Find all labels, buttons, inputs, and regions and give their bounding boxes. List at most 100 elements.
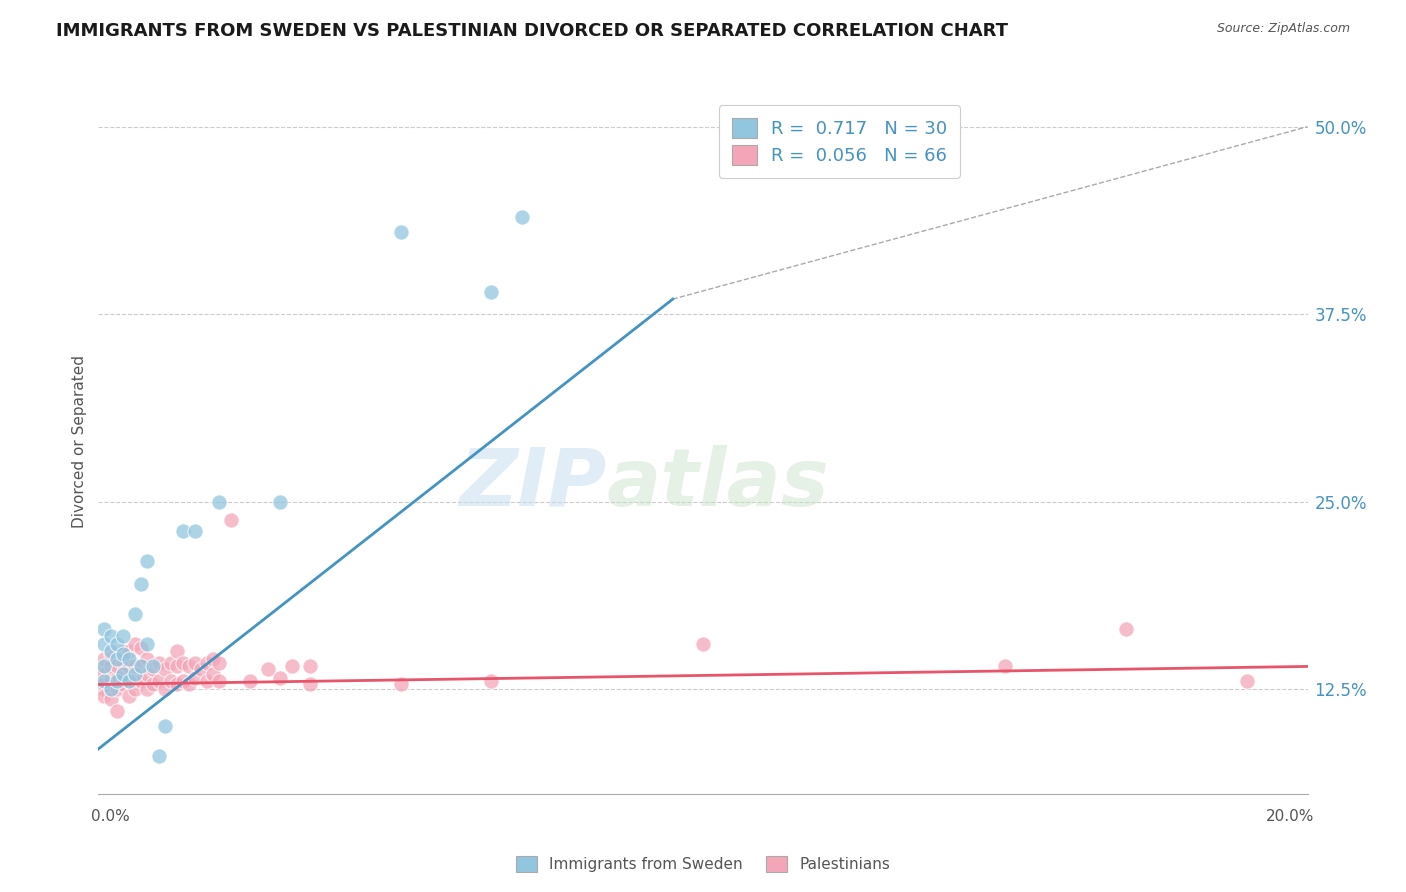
Point [153,662,176,676]
Legend: Immigrants from Sweden, Palestinians: Immigrants from Sweden, Palestinians [508,848,898,880]
Point [105,672,128,686]
Point [142,677,165,691]
Point [118,674,141,689]
Point [124,659,146,673]
Point [93,681,115,696]
Point [481,285,503,299]
Point [93,674,115,689]
Point [93,690,115,704]
Point [118,690,141,704]
Point [124,667,146,681]
Point [135,652,157,666]
Point [100,672,122,686]
Point [142,659,165,673]
Point [93,667,115,681]
Point [135,681,157,696]
Point [148,674,170,689]
Point [172,657,194,671]
Point [93,659,115,673]
Point [100,648,122,662]
Point [100,644,122,658]
Point [111,644,134,658]
Point [129,641,152,656]
Point [166,644,188,658]
Point [118,659,141,673]
Point [105,674,128,689]
Point [124,637,146,651]
Point [172,674,194,689]
Point [93,674,115,689]
Point [153,719,176,733]
Point [160,657,183,671]
Point [208,494,231,508]
Point [129,674,152,689]
Point [111,648,134,662]
Point [111,657,134,671]
Point [135,637,157,651]
Point [269,672,291,686]
Point [692,637,714,651]
Point [179,677,201,691]
Point [269,494,291,508]
Point [100,659,122,673]
Point [1115,622,1137,636]
Text: 0.0%: 0.0% [91,809,131,823]
Point [256,662,278,676]
Point [153,681,176,696]
Point [93,637,115,651]
Point [208,674,231,689]
Point [148,749,170,764]
Point [184,524,207,539]
Point [93,662,115,676]
Point [221,512,243,526]
Point [142,662,165,676]
Point [184,657,207,671]
Point [100,692,122,706]
Point [135,554,157,568]
Point [1236,674,1258,689]
Point [129,577,152,591]
Point [93,622,115,636]
Point [994,659,1017,673]
Point [105,681,128,696]
Point [124,681,146,696]
Point [510,210,533,224]
Point [129,659,152,673]
Point [202,652,225,666]
Point [190,662,212,676]
Point [389,225,412,239]
Point [111,667,134,681]
Point [124,672,146,686]
Point [179,659,201,673]
Point [299,659,322,673]
Point [118,674,141,689]
Point [100,630,122,644]
Point [299,677,322,691]
Point [111,677,134,691]
Point [202,667,225,681]
Text: IMMIGRANTS FROM SWEDEN VS PALESTINIAN DIVORCED OR SEPARATED CORRELATION CHART: IMMIGRANTS FROM SWEDEN VS PALESTINIAN DI… [56,22,1008,40]
Point [111,667,134,681]
Point [160,674,183,689]
Point [124,607,146,621]
Point [105,652,128,666]
Text: Source: ZipAtlas.com: Source: ZipAtlas.com [1216,22,1350,36]
Text: 20.0%: 20.0% [1267,809,1315,823]
Point [135,667,157,681]
Point [105,705,128,719]
Text: ZIP: ZIP [458,445,606,523]
Text: atlas: atlas [606,445,830,523]
Point [93,677,115,691]
Point [129,659,152,673]
Point [208,657,231,671]
Point [118,652,141,666]
Point [195,657,218,671]
Point [389,677,412,691]
Point [111,630,134,644]
Point [93,652,115,666]
Point [195,674,218,689]
Point [148,657,170,671]
Point [166,677,188,691]
Point [239,674,262,689]
Point [166,659,188,673]
